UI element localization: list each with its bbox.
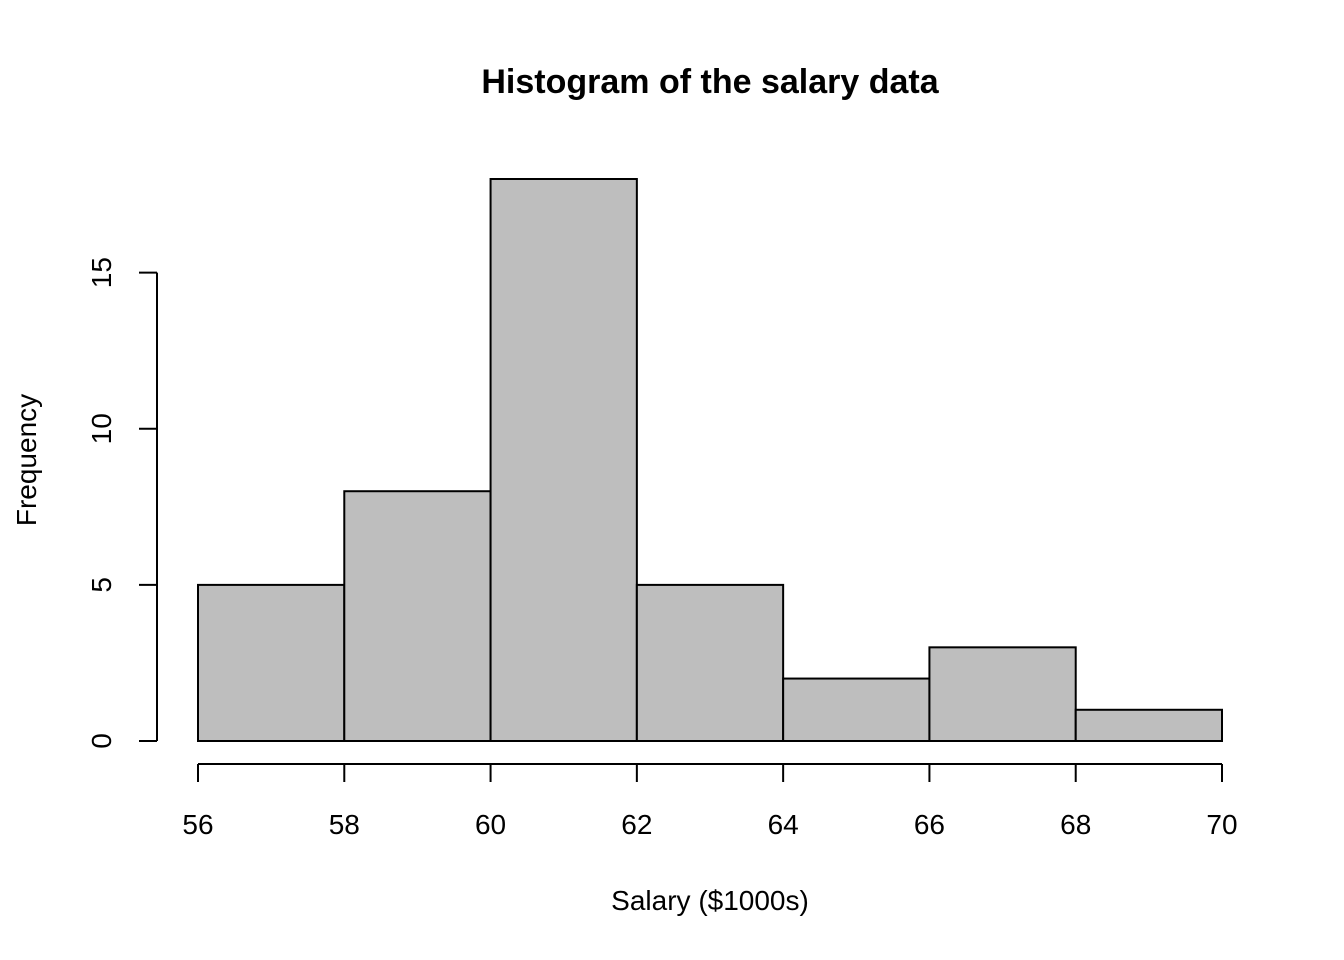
y-axis-label: Frequency [11, 394, 42, 526]
x-axis-label: Salary ($1000s) [611, 885, 809, 916]
y-tick-label-10: 10 [86, 413, 117, 444]
y-tick-label-5: 5 [86, 577, 117, 593]
x-tick-label-66: 66 [914, 809, 945, 840]
x-axis: 56 58 60 62 64 66 68 70 [182, 763, 1238, 840]
histogram-bar-66-68 [928, 646, 1077, 742]
x-tick-label-62: 62 [621, 809, 652, 840]
histogram-bar-64-66 [782, 677, 931, 742]
x-tick-label-56: 56 [182, 809, 213, 840]
y-tick-label-15: 15 [86, 257, 117, 288]
y-tick-label-0: 0 [86, 733, 117, 749]
x-tick-label-64: 64 [768, 809, 799, 840]
x-tick-label-70: 70 [1206, 809, 1237, 840]
x-tick-label-58: 58 [329, 809, 360, 840]
y-axis: 0 5 10 15 [86, 257, 158, 749]
bars-group [197, 178, 1223, 743]
histogram-bar-62-64 [635, 583, 785, 743]
histogram-bar-60-62 [489, 178, 638, 742]
chart-title: Histogram of the salary data [481, 63, 939, 101]
x-tick-label-68: 68 [1060, 809, 1091, 840]
histogram-bar-56-58 [197, 583, 346, 743]
histogram-bar-58-60 [343, 490, 492, 742]
x-tick-label-60: 60 [475, 809, 506, 840]
histogram-bar-68-70 [1074, 708, 1223, 742]
